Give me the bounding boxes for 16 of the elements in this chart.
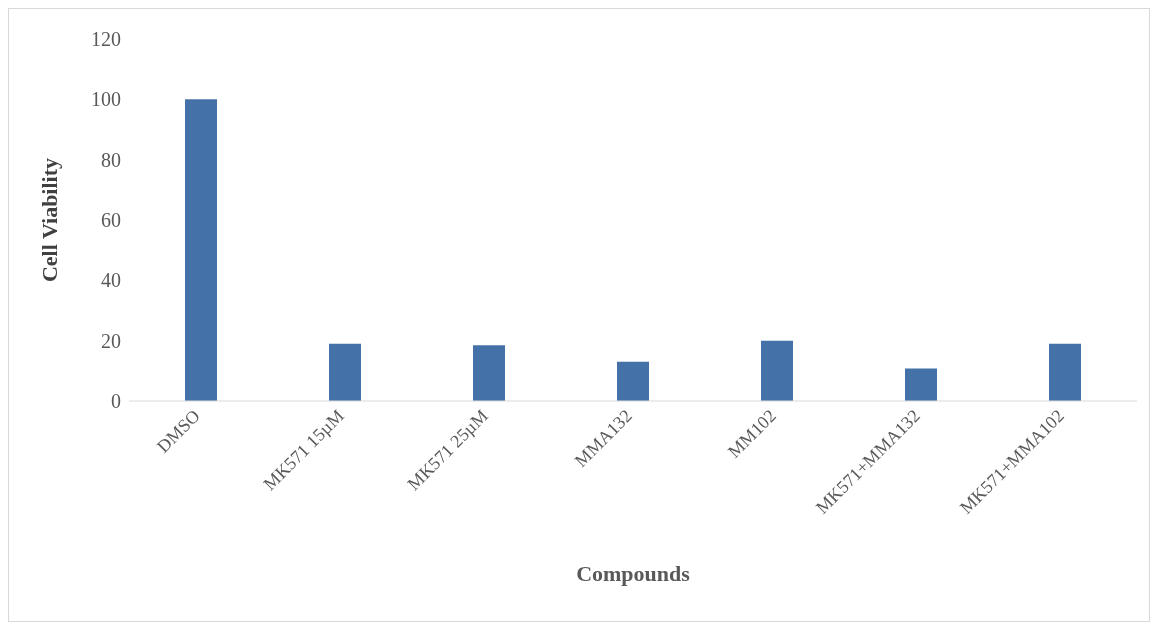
y-tick-label: 60 [101,209,121,232]
bar [617,361,649,401]
bar [473,345,505,401]
bar [761,340,793,401]
x-axis-title: Compounds [576,561,691,586]
y-tick-label: 0 [111,390,121,413]
y-axis-title: Cell Viability [36,157,62,283]
y-tick-label: 120 [91,28,121,51]
bar [905,368,937,401]
y-tick-label: 20 [101,329,121,352]
bar [185,99,217,401]
bar [329,343,361,401]
bar [1049,343,1081,401]
y-tick-label: 100 [91,88,121,111]
y-tick-label: 80 [101,148,121,171]
y-tick-label: 40 [101,269,121,292]
